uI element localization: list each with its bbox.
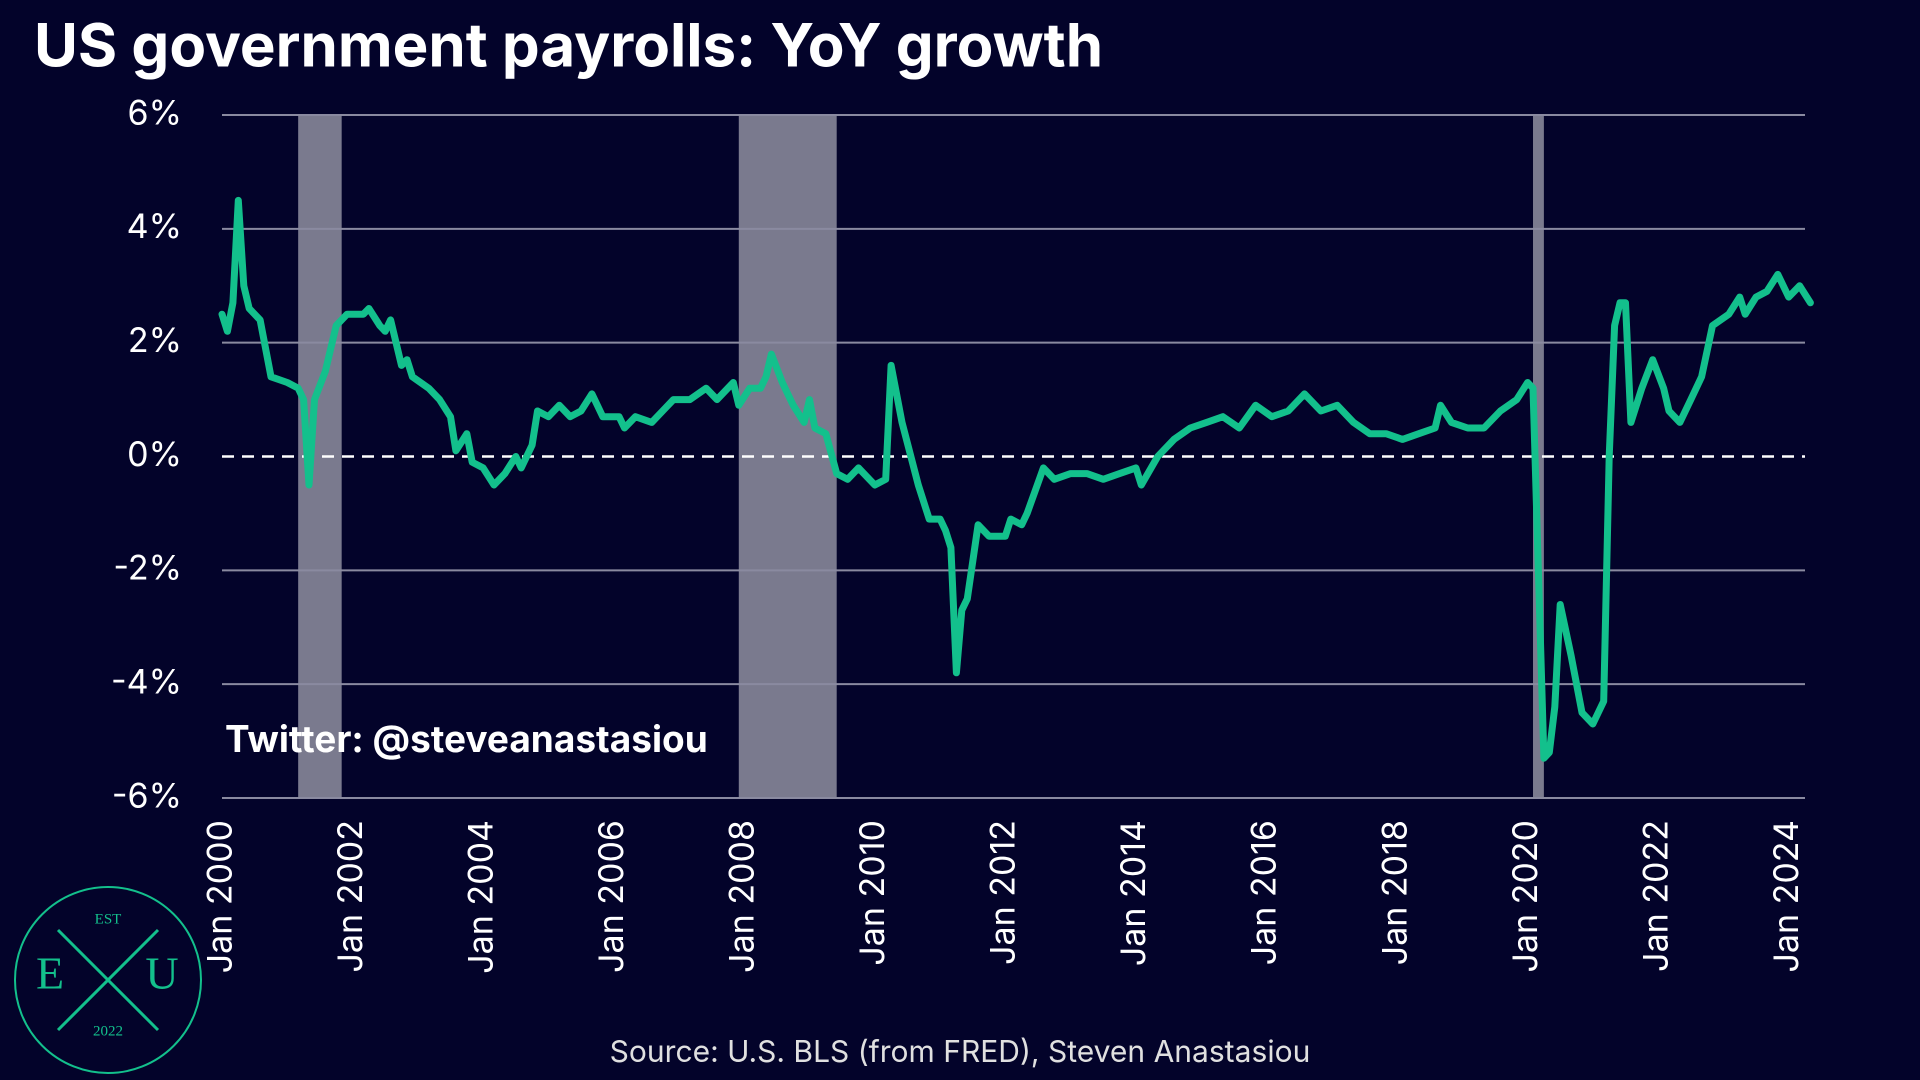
annotation: Twitter: @steveanastasiou <box>225 716 708 761</box>
logo: EST E U 2022 <box>14 886 202 1074</box>
logo-text: U <box>145 948 178 999</box>
x-tick-label: Jan 2018 <box>1374 820 1415 965</box>
x-tick-label: Jan 2024 <box>1766 820 1807 973</box>
y-tick-label: 6% <box>128 92 182 133</box>
y-tick-label: 0% <box>127 434 182 475</box>
plot <box>218 196 1814 762</box>
y-tick-label: 4% <box>127 206 182 247</box>
y-tick-label: -6% <box>112 775 182 816</box>
source: Source: U.S. BLS (from FRED), Steven Ana… <box>610 1034 1311 1070</box>
x-tick-label: Jan 2002 <box>330 820 371 973</box>
x-tick-label: Jan 2022 <box>1635 820 1676 972</box>
logo-text: E <box>36 948 64 999</box>
x-tick-label: Jan 2014 <box>1113 820 1154 966</box>
x-tick-label: Jan 2000 <box>199 820 240 973</box>
x-tick-label: Jan 2008 <box>722 820 763 973</box>
x-tick-label: Jan 2010 <box>852 820 893 966</box>
x-tick-label: Jan 2006 <box>591 820 632 973</box>
y-tick-label: 2% <box>128 320 182 361</box>
logo-ring <box>14 886 202 1074</box>
y-tick-label: -2% <box>113 548 182 589</box>
x-tick-label: Jan 2012 <box>983 820 1024 965</box>
chart-title: US government payrolls: YoY growth <box>34 9 1103 81</box>
logo-stroke <box>56 928 160 1032</box>
grid: -6% -4% -2% 0% 2% 4% 6% Jan 2000 Jan 2002 Jan 200… <box>111 92 1807 973</box>
logo-text: EST <box>95 911 122 927</box>
y-tick-label: -4% <box>111 661 182 702</box>
x-tick-label: Jan 2016 <box>1244 820 1285 965</box>
x-tick-label: Jan 2020 <box>1505 820 1546 973</box>
logo-text: 2022 <box>93 1023 123 1039</box>
x-tick-label: Jan 2004 <box>460 820 501 974</box>
series-line <box>218 196 1814 762</box>
